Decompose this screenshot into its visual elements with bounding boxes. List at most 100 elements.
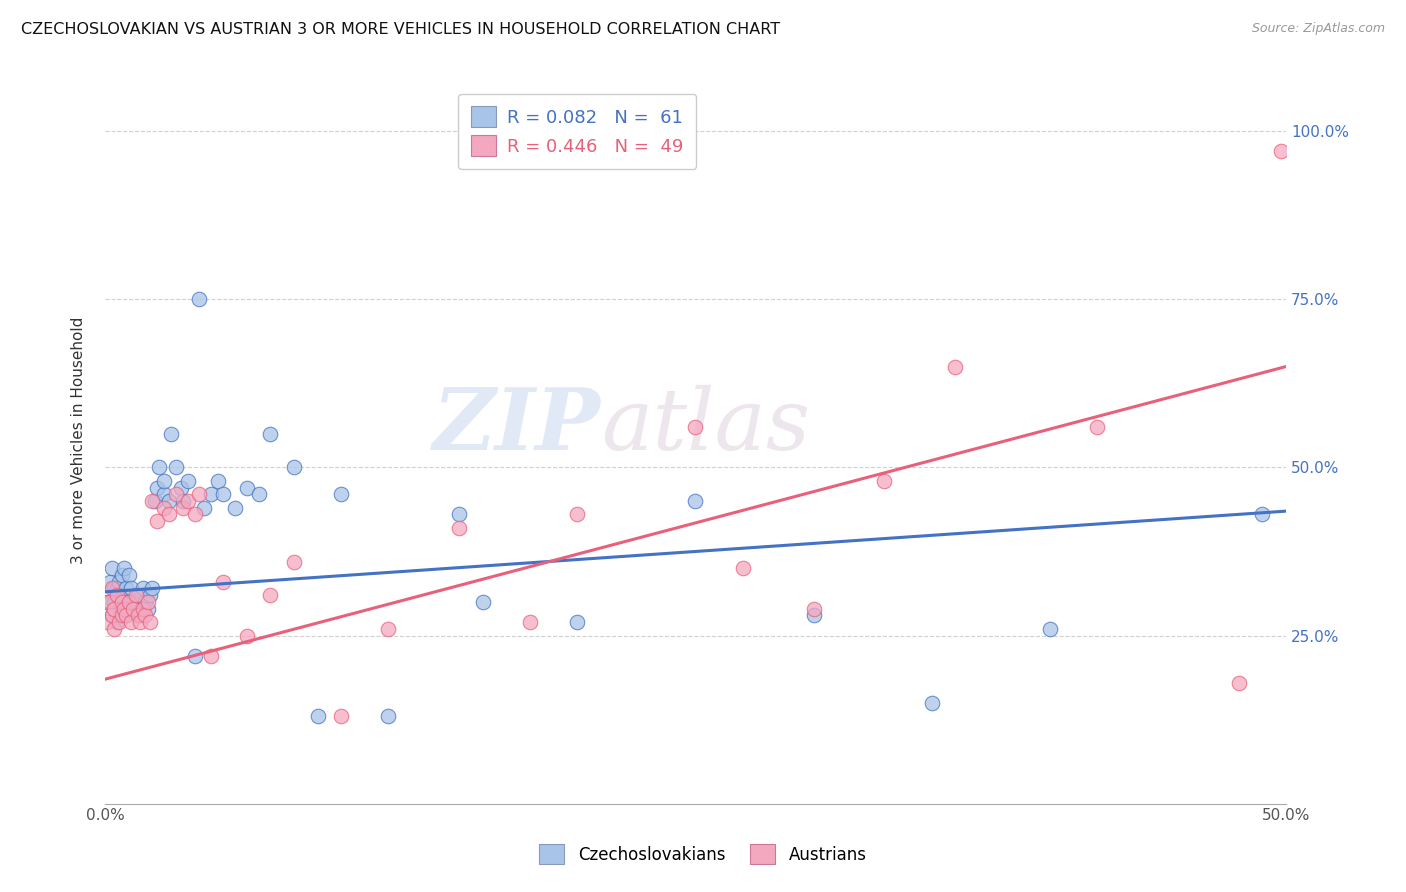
Point [1227, 675, 1250, 690]
Point [132, 601, 155, 615]
Point [153, 500, 176, 515]
Point [307, 709, 329, 723]
Point [117, 568, 139, 582]
Text: Source: ZipAtlas.com: Source: ZipAtlas.com [1251, 22, 1385, 36]
Y-axis label: 3 or more Vehicles in Household: 3 or more Vehicles in Household [72, 317, 86, 565]
Point [1085, 420, 1108, 434]
Point [105, 615, 128, 629]
Point [141, 494, 163, 508]
Point [1039, 622, 1062, 636]
Point [172, 500, 194, 515]
Point [1270, 145, 1292, 159]
Point [108, 574, 131, 589]
Point [108, 615, 131, 629]
Point [101, 608, 124, 623]
Point [134, 595, 156, 609]
Point [377, 709, 399, 723]
Point [212, 574, 235, 589]
Point [153, 474, 176, 488]
Point [283, 555, 305, 569]
Point [127, 588, 149, 602]
Point [122, 601, 145, 615]
Point [330, 487, 353, 501]
Point [120, 615, 142, 629]
Point [112, 561, 135, 575]
Point [567, 508, 589, 522]
Point [157, 494, 180, 508]
Point [471, 595, 494, 609]
Point [122, 595, 145, 609]
Point [117, 595, 139, 609]
Point [803, 601, 825, 615]
Point [110, 601, 132, 615]
Point [110, 568, 132, 582]
Point [943, 359, 966, 374]
Point [259, 426, 281, 441]
Point [377, 622, 399, 636]
Point [685, 494, 707, 508]
Point [101, 561, 124, 575]
Point [120, 582, 142, 596]
Point [129, 615, 152, 629]
Point [165, 487, 187, 501]
Point [146, 481, 169, 495]
Point [449, 508, 471, 522]
Point [146, 514, 169, 528]
Point [105, 582, 128, 596]
Point [873, 474, 896, 488]
Point [141, 582, 163, 596]
Point [519, 615, 541, 629]
Legend: R = 0.082   N =  61, R = 0.446   N =  49: R = 0.082 N = 61, R = 0.446 N = 49 [458, 94, 696, 169]
Point [330, 709, 353, 723]
Point [125, 601, 148, 615]
Point [105, 588, 128, 602]
Point [134, 608, 156, 623]
Point [731, 561, 754, 575]
Point [112, 601, 135, 615]
Point [136, 595, 159, 609]
Point [283, 460, 305, 475]
Point [184, 508, 207, 522]
Point [160, 426, 183, 441]
Point [112, 595, 135, 609]
Point [176, 474, 198, 488]
Point [188, 487, 211, 501]
Point [125, 588, 148, 602]
Point [172, 494, 194, 508]
Point [259, 588, 281, 602]
Point [224, 500, 246, 515]
Point [143, 494, 166, 508]
Point [567, 615, 589, 629]
Point [101, 608, 124, 623]
Point [129, 608, 152, 623]
Point [165, 460, 187, 475]
Point [247, 487, 270, 501]
Point [188, 293, 211, 307]
Point [132, 582, 155, 596]
Point [176, 494, 198, 508]
Point [193, 500, 215, 515]
Point [803, 608, 825, 623]
Point [96, 615, 118, 629]
Point [139, 615, 162, 629]
Point [139, 588, 162, 602]
Point [98, 574, 121, 589]
Point [921, 696, 943, 710]
Point [212, 487, 235, 501]
Point [115, 608, 138, 623]
Point [127, 608, 149, 623]
Text: atlas: atlas [600, 384, 810, 467]
Point [1251, 508, 1274, 522]
Point [200, 648, 222, 663]
Point [101, 582, 124, 596]
Point [103, 582, 125, 596]
Point [153, 487, 176, 501]
Point [207, 474, 229, 488]
Point [103, 622, 125, 636]
Point [117, 595, 139, 609]
Legend: Czechoslovakians, Austrians: Czechoslovakians, Austrians [533, 838, 873, 871]
Point [235, 481, 257, 495]
Point [110, 595, 132, 609]
Text: ZIP: ZIP [433, 384, 600, 467]
Point [115, 582, 138, 596]
